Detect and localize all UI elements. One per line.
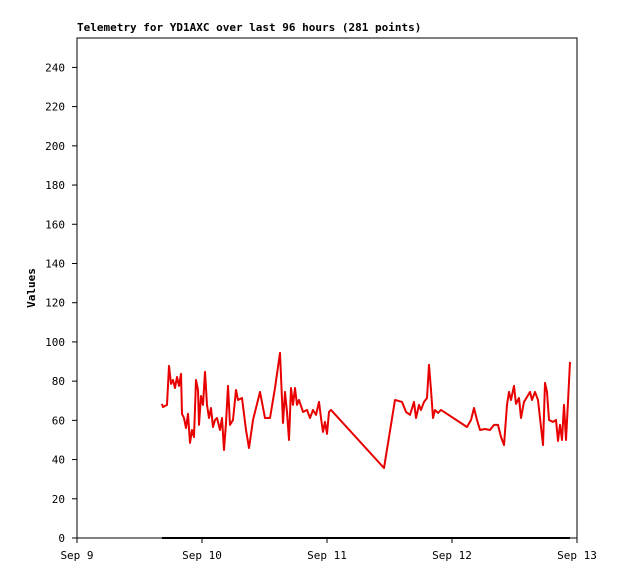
data-line (161, 351, 571, 469)
y-tick-label: 20 (52, 493, 65, 506)
y-tick-label: 200 (45, 140, 65, 153)
x-tick-label: Sep 13 (557, 549, 597, 562)
y-tick-label: 160 (45, 218, 65, 231)
x-tick-label: Sep 11 (307, 549, 347, 562)
y-tick-label: 180 (45, 179, 65, 192)
y-tick-label: 100 (45, 336, 65, 349)
y-tick-label: 140 (45, 257, 65, 270)
y-tick-label: 60 (52, 414, 65, 427)
y-tick-label: 0 (58, 532, 65, 545)
y-tick-label: 240 (45, 61, 65, 74)
x-tick-label: Sep 10 (182, 549, 222, 562)
y-tick-label: 80 (52, 375, 65, 388)
y-axis-label: Values (25, 268, 38, 308)
plot-area (76, 37, 578, 539)
chart-title: Telemetry for YD1AXC over last 96 hours … (77, 21, 421, 34)
y-tick-label: 220 (45, 101, 65, 114)
x-tick-label: Sep 12 (432, 549, 472, 562)
y-tick-label: 120 (45, 297, 65, 310)
y-tick-label: 40 (52, 454, 65, 467)
x-tick-label: Sep 9 (60, 549, 93, 562)
